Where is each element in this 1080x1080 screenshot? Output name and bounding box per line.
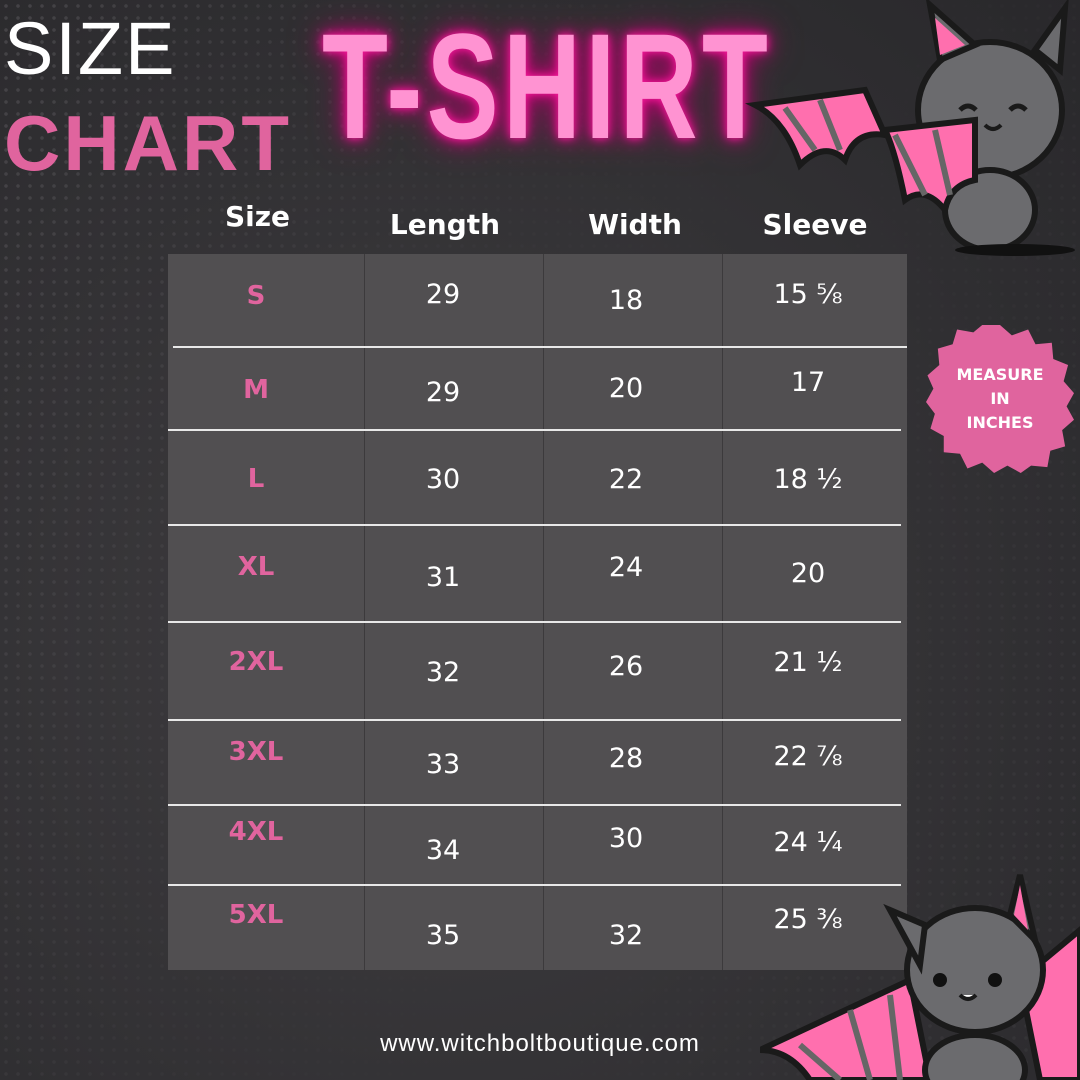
cell-length: 29 xyxy=(425,278,461,310)
cell-sleeve: 24 ¼ xyxy=(773,827,843,858)
title-product: T-SHIRT xyxy=(322,2,773,170)
cell-width: 28 xyxy=(608,742,644,774)
cell-width: 32 xyxy=(608,919,644,951)
bat-mascot-icon xyxy=(760,874,1080,1080)
header-sleeve: Sleeve xyxy=(762,208,868,241)
cell-length: 34 xyxy=(425,835,461,866)
cell-sleeve: 21 ½ xyxy=(773,647,843,678)
title-size: SIZE xyxy=(4,7,177,90)
size-table: S 29 18 15 ⅝ M 29 20 17 L 30 22 18 ½ XL 31 24 20 2XL 32 26… xyxy=(168,254,907,970)
column-divider xyxy=(364,254,365,970)
row-divider xyxy=(168,719,901,721)
cell-length: 33 xyxy=(425,748,461,780)
title-chart: CHART xyxy=(4,99,292,187)
measure-in-inches-badge: MEASURE IN INCHES xyxy=(926,325,1074,473)
badge-line-3: INCHES xyxy=(966,413,1034,432)
header-length: Length xyxy=(389,208,501,241)
row-divider xyxy=(168,524,901,526)
cell-sleeve: 22 ⅞ xyxy=(773,740,843,772)
cell-sleeve: 17 xyxy=(790,366,826,398)
cell-width: 18 xyxy=(608,284,644,316)
cell-width: 30 xyxy=(608,823,644,854)
cell-size: 2XL xyxy=(228,647,284,677)
website-url: www.witchboltboutique.com xyxy=(380,1030,700,1057)
cell-width: 22 xyxy=(608,463,644,495)
cell-sleeve: 25 ⅜ xyxy=(773,903,843,935)
cell-length: 32 xyxy=(425,657,461,688)
cell-size: 5XL xyxy=(228,899,284,930)
cell-length: 29 xyxy=(425,376,461,408)
column-divider xyxy=(543,254,544,970)
badge-line-2: IN xyxy=(990,389,1010,408)
header-width: Width xyxy=(588,208,682,241)
cell-size: S xyxy=(246,280,266,311)
badge-line-1: MEASURE xyxy=(956,365,1044,384)
cell-length: 31 xyxy=(425,561,461,593)
row-divider xyxy=(168,884,901,886)
cell-size: XL xyxy=(237,551,275,582)
cell-size: 4XL xyxy=(228,817,284,847)
bat-mascot-icon xyxy=(745,0,1075,256)
row-divider xyxy=(168,804,901,806)
header-size: Size xyxy=(224,200,291,233)
row-divider xyxy=(168,621,901,623)
cell-width: 26 xyxy=(608,651,644,682)
cell-size: L xyxy=(247,463,265,494)
cell-width: 24 xyxy=(608,551,644,583)
cell-sleeve: 20 xyxy=(790,557,826,589)
cell-size: M xyxy=(243,374,269,405)
row-divider xyxy=(173,346,907,348)
column-divider xyxy=(722,254,723,970)
cell-sleeve: 15 ⅝ xyxy=(773,278,843,310)
cell-length: 35 xyxy=(425,919,461,951)
cell-size: 3XL xyxy=(228,736,284,767)
cell-length: 30 xyxy=(425,463,461,495)
row-divider xyxy=(168,429,901,431)
cell-width: 20 xyxy=(608,372,644,404)
cell-sleeve: 18 ½ xyxy=(773,463,843,495)
